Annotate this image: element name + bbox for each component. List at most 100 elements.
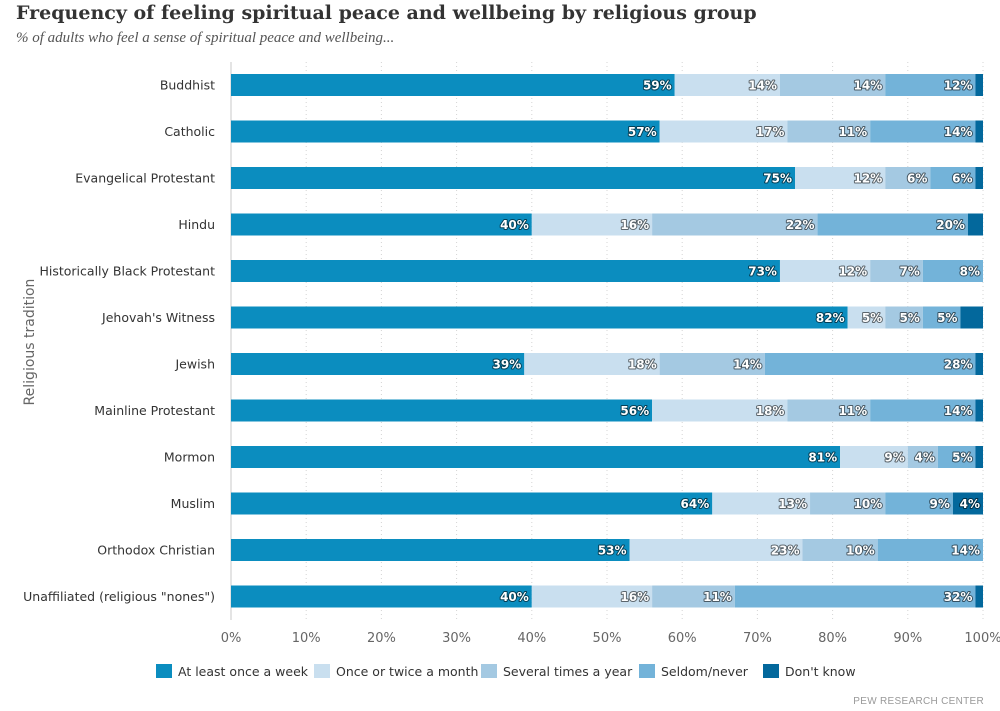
- bar-seldom-never[interactable]: [870, 120, 976, 143]
- data-label: 17%: [756, 125, 785, 139]
- bar-once-or-twice-a-month[interactable]: [629, 539, 803, 561]
- bar-don-t-know[interactable]: [960, 306, 983, 329]
- bar-once-or-twice-a-month[interactable]: [795, 167, 886, 189]
- data-label: 5%: [862, 311, 882, 325]
- data-label: 5%: [952, 451, 972, 465]
- bar-row-catholic: 57% 17% 11% 14%: [231, 120, 983, 143]
- bar-seldom-never[interactable]: [817, 213, 968, 236]
- bar-several-times-a-year[interactable]: [659, 353, 765, 375]
- bar-seldom-never[interactable]: [885, 74, 976, 96]
- bar-row-hindu: 40% 16% 22% 20%: [231, 213, 983, 236]
- bar-seldom-never[interactable]: [885, 492, 953, 515]
- bar-seldom-never[interactable]: [870, 399, 976, 422]
- bar-at-least-once-a-week[interactable]: [231, 167, 795, 189]
- bar-several-times-a-year[interactable]: [802, 539, 878, 561]
- bar-several-times-a-year[interactable]: [907, 446, 938, 468]
- bar-once-or-twice-a-month[interactable]: [659, 120, 788, 143]
- data-label: 32%: [944, 590, 973, 604]
- bar-once-or-twice-a-month[interactable]: [840, 446, 908, 468]
- bar-don-t-know[interactable]: [952, 492, 983, 515]
- bar-several-times-a-year[interactable]: [652, 585, 735, 608]
- bar-don-t-know[interactable]: [975, 74, 983, 96]
- legend-label: Once or twice a month: [336, 664, 478, 679]
- bar-several-times-a-year[interactable]: [885, 306, 923, 329]
- legend-item-seldom-never[interactable]: Seldom/never: [639, 664, 749, 679]
- data-label: 14%: [733, 358, 762, 372]
- legend[interactable]: At least once a week Once or twice a mont…: [156, 664, 856, 679]
- bar-at-least-once-a-week[interactable]: [231, 539, 630, 561]
- legend-item-once-or-twice-a-month[interactable]: Once or twice a month: [314, 664, 478, 679]
- data-label: 10%: [846, 544, 875, 558]
- legend-item-at-least-once-a-week[interactable]: At least once a week: [156, 664, 309, 679]
- bar-at-least-once-a-week[interactable]: [231, 74, 675, 96]
- legend-label: At least once a week: [178, 664, 309, 679]
- bar-row-mainline-protestant: 56% 18% 11% 14%: [231, 399, 983, 422]
- chart-title: Frequency of feeling spiritual peace and…: [16, 2, 757, 24]
- y-axis-title: Religious tradition: [22, 279, 38, 406]
- bar-several-times-a-year[interactable]: [870, 260, 923, 282]
- bar-once-or-twice-a-month[interactable]: [674, 74, 780, 96]
- bar-several-times-a-year[interactable]: [787, 120, 871, 143]
- x-tick-label: 60%: [668, 631, 697, 646]
- data-label: 82%: [816, 311, 845, 325]
- bar-don-t-know[interactable]: [975, 120, 983, 143]
- data-label: 73%: [748, 265, 777, 279]
- bar-once-or-twice-a-month[interactable]: [712, 492, 811, 515]
- bar-several-times-a-year[interactable]: [810, 492, 886, 515]
- bar-seldom-never[interactable]: [930, 167, 976, 189]
- bar-don-t-know[interactable]: [975, 585, 983, 608]
- bar-several-times-a-year[interactable]: [652, 213, 818, 236]
- bar-at-least-once-a-week[interactable]: [231, 260, 780, 282]
- bar-at-least-once-a-week[interactable]: [231, 492, 713, 515]
- bar-once-or-twice-a-month[interactable]: [652, 399, 788, 422]
- data-label: 40%: [500, 218, 529, 232]
- bar-at-least-once-a-week[interactable]: [231, 399, 653, 422]
- category-label: Mainline Protestant: [94, 403, 215, 418]
- bar-seldom-never[interactable]: [734, 585, 976, 608]
- bar-row-evangelical-protestant: 75% 12% 6% 6%: [231, 167, 983, 189]
- bar-once-or-twice-a-month[interactable]: [847, 306, 886, 329]
- bar-seldom-never[interactable]: [922, 306, 961, 329]
- bar-don-t-know[interactable]: [975, 353, 983, 375]
- bar-once-or-twice-a-month[interactable]: [524, 353, 660, 375]
- gridlines: [230, 62, 984, 620]
- bar-row-buddhist: 59% 14% 14% 12%: [231, 74, 983, 96]
- bar-seldom-never[interactable]: [922, 260, 983, 282]
- legend-swatch: [481, 664, 497, 678]
- bar-at-least-once-a-week[interactable]: [231, 446, 841, 468]
- bar-don-t-know[interactable]: [975, 446, 983, 468]
- legend-item-several-times-a-year[interactable]: Several times a year: [481, 664, 633, 679]
- bar-row-mormon: 81% 9% 4% 5%: [231, 446, 983, 468]
- bar-at-least-once-a-week[interactable]: [231, 120, 660, 143]
- data-label: 16%: [620, 590, 649, 604]
- bar-several-times-a-year[interactable]: [885, 167, 931, 189]
- x-tick-label: 100%: [964, 631, 1000, 646]
- data-label: 5%: [937, 311, 957, 325]
- data-label: 59%: [643, 79, 672, 93]
- x-tick-label: 40%: [517, 631, 546, 646]
- bar-once-or-twice-a-month[interactable]: [531, 585, 653, 608]
- bar-seldom-never[interactable]: [937, 446, 976, 468]
- bar-once-or-twice-a-month[interactable]: [531, 213, 653, 236]
- bar-at-least-once-a-week[interactable]: [231, 353, 525, 375]
- data-label: 18%: [756, 404, 785, 418]
- legend-swatch: [314, 664, 330, 678]
- bar-several-times-a-year[interactable]: [779, 74, 886, 96]
- data-label: 6%: [952, 172, 972, 186]
- x-tick-label: 90%: [893, 631, 922, 646]
- legend-item-don-t-know[interactable]: Don't know: [763, 664, 856, 679]
- bar-at-least-once-a-week[interactable]: [231, 306, 848, 329]
- bar-don-t-know[interactable]: [975, 399, 983, 422]
- bar-don-t-know[interactable]: [967, 213, 983, 236]
- bar-seldom-never[interactable]: [764, 353, 976, 375]
- bar-don-t-know[interactable]: [975, 167, 983, 189]
- bar-at-least-once-a-week[interactable]: [231, 213, 532, 236]
- bar-row-orthodox-christian: 53% 23% 10% 14%: [231, 539, 983, 561]
- data-label: 12%: [838, 265, 867, 279]
- bar-seldom-never[interactable]: [877, 539, 983, 561]
- bar-several-times-a-year[interactable]: [787, 399, 871, 422]
- bar-at-least-once-a-week[interactable]: [231, 585, 532, 608]
- data-label: 13%: [778, 497, 807, 511]
- bar-once-or-twice-a-month[interactable]: [779, 260, 871, 282]
